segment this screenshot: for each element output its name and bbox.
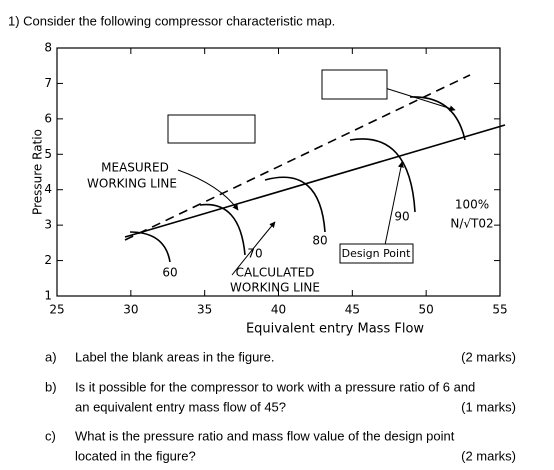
y-tick-label: 2 bbox=[44, 253, 52, 267]
speed-unit-label: N/√T02 bbox=[450, 217, 493, 231]
question-marks: (2 marks) bbox=[461, 448, 516, 463]
y-axis-label: Pressure Ratio bbox=[31, 129, 45, 215]
speed-line-70 bbox=[199, 203, 246, 256]
arrow bbox=[384, 87, 456, 112]
speed-100-label: 100% bbox=[455, 198, 489, 212]
question-text: located in the figure? bbox=[75, 448, 196, 463]
speed-line-100 bbox=[409, 96, 466, 141]
blank-box bbox=[321, 69, 388, 100]
arrow bbox=[384, 161, 404, 246]
y-tick-label: 3 bbox=[44, 218, 52, 232]
x-tick-label: 45 bbox=[345, 303, 360, 317]
arrow bbox=[177, 169, 239, 211]
design-point-box bbox=[339, 243, 414, 264]
figure: Pressure Ratio Equivalent entry Mass Flo… bbox=[31, 41, 508, 337]
x-tick-label: 55 bbox=[492, 303, 507, 317]
questions: a) Label the blank areas in the figure. (2… bbox=[45, 349, 516, 463]
arrow bbox=[231, 221, 276, 276]
question-text: Is it possible for the compressor to wor… bbox=[75, 379, 475, 394]
x-tick-label: 35 bbox=[197, 303, 212, 317]
y-tick-label: 1 bbox=[44, 289, 52, 303]
speed-label: 90 bbox=[394, 210, 409, 224]
calculated-label: CALCULATED bbox=[236, 266, 315, 280]
y-tick-label: 5 bbox=[44, 147, 52, 161]
calculated-label: WORKING LINE bbox=[230, 281, 320, 295]
speed-line-60 bbox=[129, 231, 171, 263]
question-marks: (2 marks) bbox=[461, 349, 516, 364]
measured-working-line bbox=[124, 74, 471, 241]
question-letter: a) bbox=[45, 349, 57, 364]
x-tick-label: 30 bbox=[123, 303, 138, 317]
y-tick-label: 7 bbox=[44, 76, 52, 90]
question-letter: c) bbox=[45, 428, 56, 443]
question-letter: b) bbox=[45, 379, 57, 394]
measured-label: MEASURED bbox=[101, 161, 169, 175]
speed-label: 70 bbox=[247, 247, 262, 261]
y-tick-label: 8 bbox=[44, 41, 52, 55]
y-tick-label: 6 bbox=[44, 111, 52, 125]
y-tick-label: 4 bbox=[44, 182, 52, 196]
x-axis-label: Equivalent entry Mass Flow bbox=[246, 322, 424, 337]
blank-box bbox=[167, 114, 256, 144]
calculated-working-line bbox=[124, 124, 506, 238]
speed-line-80 bbox=[264, 176, 326, 233]
speed-label: 60 bbox=[162, 266, 177, 280]
question-marks: (1 marks) bbox=[461, 399, 516, 414]
x-tick-label: 25 bbox=[49, 303, 64, 317]
x-tick-label: 50 bbox=[419, 303, 434, 317]
question-text: Label the blank areas in the figure. bbox=[75, 349, 274, 364]
question-text: an equivalent entry mass flow of 45? bbox=[75, 399, 286, 414]
question-text: What is the pressure ratio and mass flow… bbox=[75, 428, 455, 443]
speed-line-90 bbox=[349, 138, 416, 213]
x-tick-label: 40 bbox=[271, 303, 286, 317]
measured-label: WORKING LINE bbox=[87, 177, 177, 191]
question-title: 1) Consider the following compressor cha… bbox=[8, 13, 335, 28]
design-point-label: Design Point bbox=[342, 247, 411, 260]
speed-label: 80 bbox=[312, 234, 327, 248]
